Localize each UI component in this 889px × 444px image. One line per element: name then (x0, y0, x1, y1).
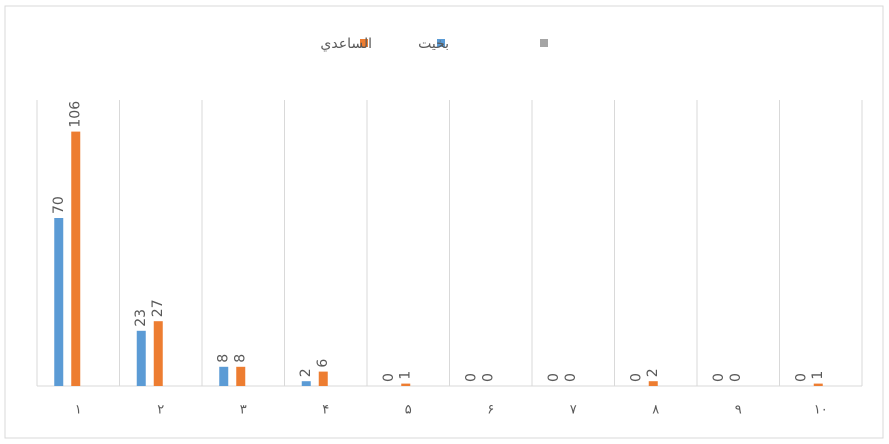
data-label: 2 (298, 368, 314, 377)
bar (54, 218, 64, 386)
data-label: 6 (315, 359, 331, 368)
bar (813, 383, 823, 386)
data-label: 8 (216, 354, 232, 363)
x-tick-label: ٣ (240, 403, 247, 418)
data-label: 0 (628, 373, 644, 382)
bar (318, 371, 328, 386)
x-tick-label: ٧ (570, 403, 577, 418)
data-label: 1 (398, 371, 414, 380)
bar (153, 321, 163, 386)
legend-label: الساعدي (320, 36, 372, 52)
legend-swatch (360, 39, 368, 47)
data-label: 0 (728, 373, 744, 382)
data-label: 1 (810, 371, 826, 380)
data-label: 23 (133, 309, 149, 327)
x-tick-label: ٩ (735, 403, 742, 418)
bar (648, 381, 658, 386)
data-label: 0 (546, 373, 562, 382)
x-tick-label: ۴ (322, 403, 329, 418)
chart-border (4, 5, 884, 439)
data-label: 0 (463, 373, 479, 382)
bar (71, 131, 81, 386)
data-label: 70 (51, 196, 67, 214)
data-label: 106 (68, 101, 84, 128)
x-tick-label: ١٠ (814, 403, 828, 418)
bar (401, 383, 411, 386)
legend-label: بخيت (418, 36, 449, 52)
data-label: 0 (711, 373, 727, 382)
data-label: 0 (480, 373, 496, 382)
data-label: 8 (233, 354, 249, 363)
x-tick-label: ٨ (652, 403, 659, 418)
bar (219, 366, 229, 386)
bar (301, 381, 311, 386)
x-tick-label: ١ (75, 403, 82, 418)
legend-swatch (437, 39, 445, 47)
x-tick-label: ۶ (487, 403, 494, 418)
x-tick-label: ٢ (157, 403, 164, 418)
legend-swatch (540, 39, 548, 47)
x-tick-label: ۵ (405, 403, 412, 418)
bar (136, 330, 146, 386)
data-label: 0 (381, 373, 397, 382)
data-label: 0 (793, 373, 809, 382)
bar (236, 366, 246, 386)
data-label: 27 (150, 299, 166, 317)
data-label: 2 (645, 368, 661, 377)
data-label: 0 (563, 373, 579, 382)
